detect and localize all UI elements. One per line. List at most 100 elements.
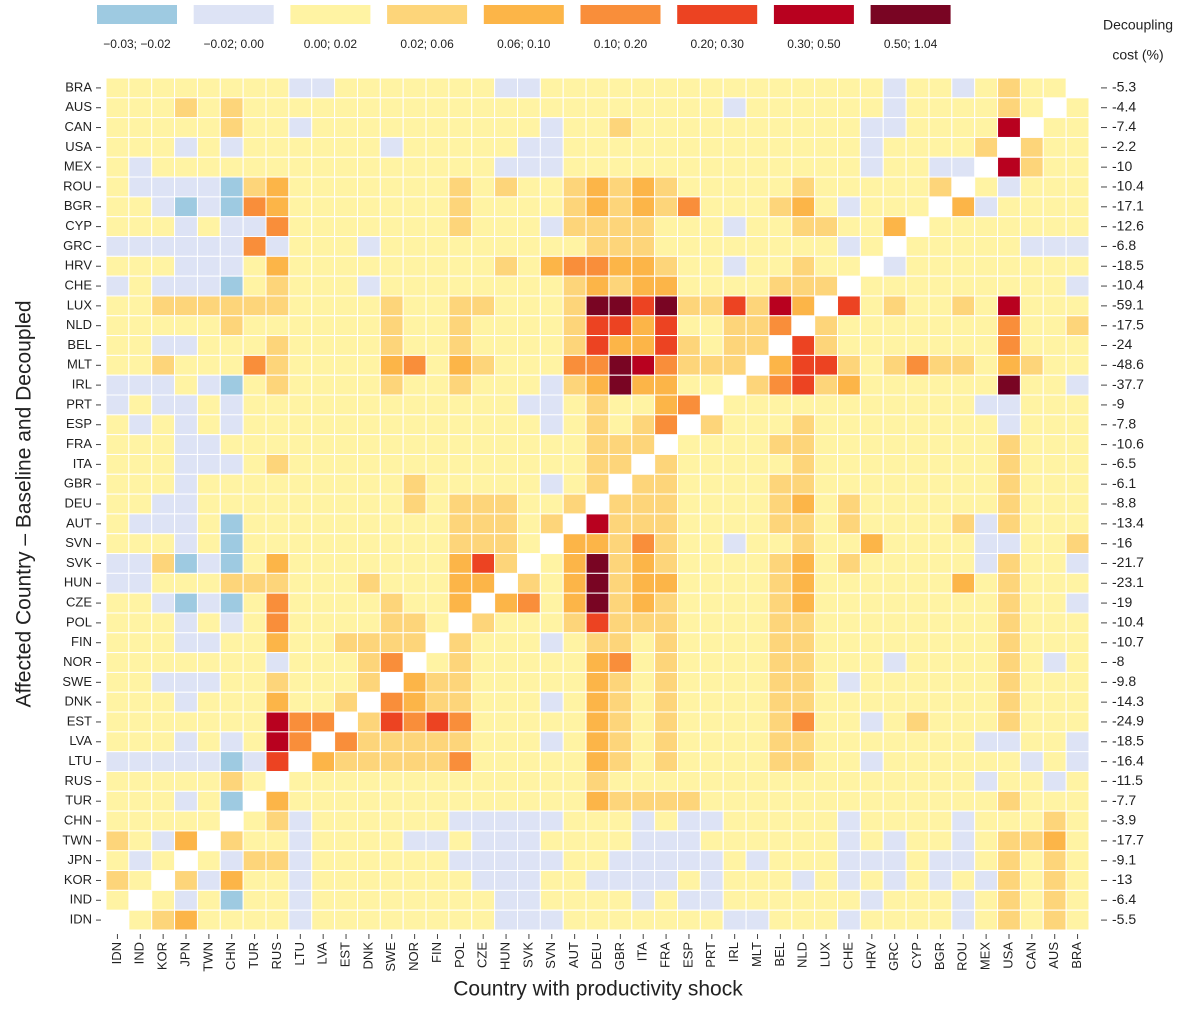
heatmap-cell: [379, 453, 404, 475]
heatmap-cell: [174, 671, 198, 693]
heatmap-cell: [128, 493, 153, 515]
heatmap-cell: [928, 117, 953, 138]
heatmap-cell: [745, 513, 770, 535]
heatmap-cell: [265, 196, 290, 218]
y-tick-label: CYP: [65, 218, 92, 233]
heatmap-cell: [471, 652, 496, 673]
heatmap-cell: [859, 870, 884, 891]
heatmap-cell: [768, 136, 793, 158]
heatmap-cell: [379, 473, 404, 495]
heatmap-cell: [791, 434, 816, 455]
heatmap-cell: [745, 889, 770, 911]
heatmap-cell: [402, 810, 427, 832]
y-tick-label: BRA: [65, 79, 92, 94]
heatmap-cell: [745, 810, 770, 832]
heatmap-cell: [722, 335, 747, 356]
heatmap-cell: [722, 572, 747, 594]
heatmap-cell: [562, 196, 587, 218]
heatmap-cell: [334, 136, 358, 158]
heatmap-cell: [539, 394, 564, 416]
heatmap-cell: [242, 394, 267, 416]
heatmap-cell: [242, 176, 267, 198]
heatmap-cell: [722, 810, 747, 832]
heatmap-cell: [448, 236, 473, 257]
heatmap-cell: [768, 97, 793, 119]
heatmap-cell: [905, 97, 930, 119]
heatmap-cell: [631, 652, 656, 673]
heatmap-cell: [356, 255, 381, 277]
heatmap-cell: [425, 731, 450, 753]
heatmap-cell: [128, 394, 153, 416]
heatmap-cell: [905, 236, 930, 257]
heatmap-cell: [768, 731, 793, 753]
heatmap-cell: [196, 770, 221, 792]
heatmap-cell: [677, 870, 701, 891]
heatmap-cell: [722, 434, 747, 455]
heatmap-cell: [654, 513, 679, 535]
heatmap-cell: [882, 671, 907, 693]
heatmap-cell: [311, 632, 336, 654]
heatmap-cell: [105, 850, 130, 872]
heatmap-cell: [265, 374, 290, 396]
heatmap-cell: [905, 850, 930, 872]
heatmap-cell: [631, 691, 656, 713]
heatmap-cell: [471, 414, 496, 436]
heatmap-cell: [471, 453, 496, 475]
heatmap-cell: [791, 414, 816, 436]
heatmap-cell: [631, 790, 656, 812]
heatmap-cell: [379, 553, 404, 574]
heatmap-cell: [837, 97, 861, 119]
heatmap-cell: [516, 731, 541, 753]
heatmap-cell: [494, 731, 518, 753]
heatmap-cell: [105, 156, 130, 178]
heatmap-cell: [379, 533, 404, 555]
heatmap-cell: [105, 335, 130, 356]
heatmap-cell: [151, 652, 176, 673]
heatmap-cell: [974, 176, 999, 198]
heatmap-cell: [516, 196, 541, 218]
heatmap-cell: [356, 612, 381, 634]
heatmap-cell: [631, 335, 656, 356]
heatmap-cell: [882, 453, 907, 475]
heatmap-cell: [539, 770, 564, 792]
heatmap-cell: [311, 394, 336, 416]
heatmap-cell: [494, 315, 518, 337]
heatmap-cell: [654, 394, 679, 416]
heatmap-cell: [814, 810, 839, 832]
heatmap-cell: [174, 691, 198, 713]
heatmap-cell: [1042, 770, 1067, 792]
heatmap-cell: [539, 612, 564, 634]
heatmap-cell: [356, 770, 381, 792]
heatmap-cell: [516, 473, 541, 495]
heatmap-cell: [516, 236, 541, 257]
heatmap-cell: [105, 533, 130, 555]
row-total: -3.9: [1112, 812, 1136, 828]
y-tick-label: LVA: [69, 733, 92, 748]
heatmap-cell: [608, 216, 633, 238]
heatmap-cell: [585, 473, 610, 495]
heatmap-cell: [151, 612, 176, 634]
heatmap-cell: [311, 117, 336, 138]
heatmap-cell: [654, 632, 679, 654]
heatmap-cell: [174, 770, 198, 792]
heatmap-cell: [356, 414, 381, 436]
heatmap-cell: [288, 156, 313, 178]
heatmap-cell: [677, 493, 701, 515]
heatmap-cell: [311, 870, 336, 891]
heatmap-cell: [151, 394, 176, 416]
heatmap-cell: [265, 434, 290, 455]
y-tick-label: DNK: [65, 694, 93, 709]
heatmap-cell: [288, 374, 313, 396]
heatmap-cell: [745, 434, 770, 455]
heatmap-cell: [654, 671, 679, 693]
heatmap-cell: [882, 533, 907, 555]
heatmap-cell: [219, 751, 244, 772]
heatmap-cell: [174, 790, 198, 812]
heatmap-cell: [448, 176, 473, 198]
heatmap-cell: [402, 176, 427, 198]
heatmap-cell: [334, 453, 358, 475]
heatmap-cell: [1065, 453, 1090, 475]
heatmap-cell: [379, 156, 404, 178]
heatmap-cell: [585, 453, 610, 475]
